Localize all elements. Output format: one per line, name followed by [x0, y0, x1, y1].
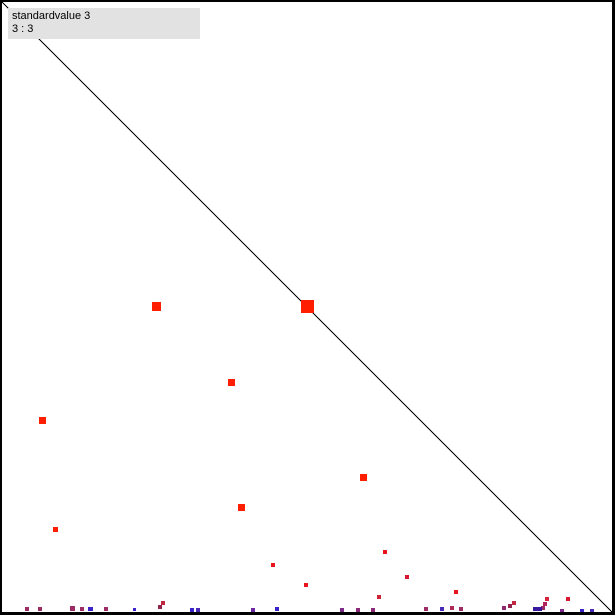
data-point: [238, 504, 245, 511]
data-point: [545, 597, 549, 601]
data-point: [251, 608, 255, 612]
data-point: [371, 608, 375, 612]
data-point: [53, 527, 58, 532]
data-point: [383, 550, 387, 554]
data-point: [450, 606, 454, 610]
data-point: [533, 607, 542, 611]
data-point: [133, 608, 136, 611]
data-point: [502, 606, 506, 610]
data-point: [340, 608, 344, 612]
data-point: [508, 604, 512, 608]
data-point: [228, 379, 235, 386]
data-point: [304, 583, 308, 587]
data-point: [566, 597, 570, 601]
data-point: [25, 607, 29, 611]
data-point: [454, 590, 458, 594]
tooltip-line2: 3 : 3: [12, 23, 34, 35]
data-point: [377, 595, 381, 599]
data-point: [405, 575, 409, 579]
data-point: [39, 417, 46, 424]
data-point: [104, 607, 108, 611]
data-point: [541, 606, 545, 610]
data-point: [38, 607, 42, 611]
data-point: [543, 602, 547, 606]
data-point: [590, 609, 594, 612]
data-point: [196, 608, 200, 612]
data-point: [459, 607, 463, 611]
data-point: [275, 607, 279, 611]
data-point: [512, 601, 516, 605]
data-point: [88, 607, 93, 611]
data-point: [190, 608, 194, 612]
data-point: [356, 608, 360, 612]
data-point: [158, 605, 162, 609]
data-point: [301, 300, 314, 313]
data-point: [560, 609, 564, 612]
data-point: [80, 607, 84, 611]
data-point: [70, 606, 75, 611]
data-point: [424, 607, 428, 611]
data-point: [360, 474, 367, 481]
data-point: [152, 302, 161, 311]
value-tooltip: standardvalue 3 3 : 3: [8, 8, 200, 39]
data-point: [580, 609, 584, 612]
data-point: [440, 607, 444, 611]
data-point: [161, 601, 165, 605]
tooltip-line1: standardvalue 3: [12, 10, 91, 22]
data-point: [271, 563, 275, 567]
